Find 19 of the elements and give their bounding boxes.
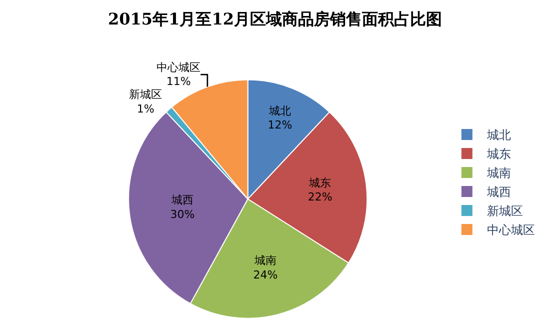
data-label: 24% [253, 268, 278, 282]
data-label: 22% [308, 190, 332, 204]
data-label: 1% [136, 102, 154, 116]
slice-label: 城北 [268, 104, 291, 118]
data-label: 12% [268, 118, 292, 132]
data-label: 11% [166, 75, 191, 88]
slice-label: 新城区 [129, 88, 162, 102]
slice-label: 城西 [170, 194, 194, 207]
slice-label: 中心城区 [156, 60, 201, 74]
legend-label: 城南 [486, 166, 511, 180]
slice-label: 城南 [253, 254, 276, 267]
legend-label: 城东 [486, 147, 511, 162]
legend-label: 城北 [486, 128, 511, 142]
legend-label: 中心城区 [486, 223, 535, 238]
data-label: 30% [170, 208, 195, 221]
chart-title: 2015年1月至12月区域商品房销售面积占比图 [108, 10, 442, 29]
legend-label: 城西 [486, 185, 511, 200]
legend-label: 新城区 [486, 204, 523, 218]
slice-label: 城东 [308, 176, 332, 190]
